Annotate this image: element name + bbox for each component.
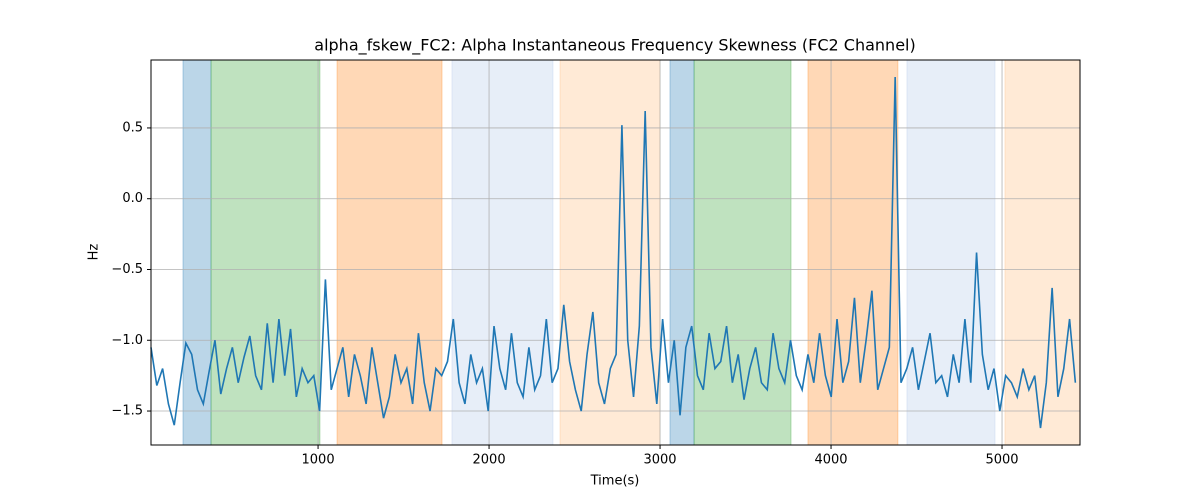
x-tick-label: 4000: [814, 453, 847, 468]
y-tick-label: −1.5: [111, 404, 143, 419]
x-tick-label: 5000: [985, 453, 1018, 468]
plot-frame: [150, 59, 1081, 446]
shaded-span: [336, 59, 443, 446]
shaded-span: [807, 59, 899, 446]
shaded-span: [906, 59, 996, 446]
x-tick-label: 1000: [302, 453, 335, 468]
y-tick-label: −1.0: [111, 333, 143, 348]
y-tick-label: 0.5: [122, 120, 143, 135]
shaded-span: [693, 59, 792, 446]
y-axis-label: Hz: [87, 244, 102, 261]
shaded-span: [1004, 59, 1081, 446]
chart-title: alpha_fskew_FC2: Alpha Instantaneous Fre…: [314, 36, 915, 56]
data-line: [150, 76, 1077, 429]
x-tick-label: 2000: [473, 453, 506, 468]
y-tick-label: −0.5: [111, 262, 143, 277]
shaded-span: [182, 59, 212, 446]
x-tick-label: 3000: [643, 453, 676, 468]
x-axis-label: Time(s): [590, 474, 640, 489]
shaded-span: [210, 59, 321, 446]
shaded-span: [669, 59, 695, 446]
y-tick-label: 0.0: [122, 191, 143, 206]
